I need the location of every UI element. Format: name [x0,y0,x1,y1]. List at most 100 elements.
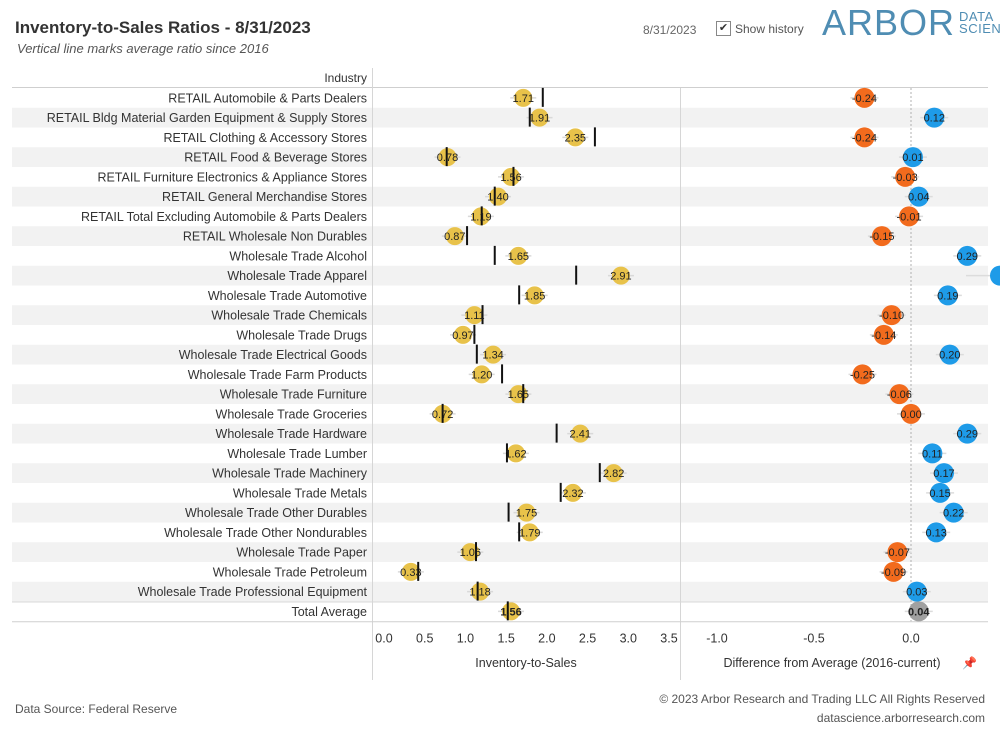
show-history-toggle[interactable]: ✔ Show history [716,21,804,36]
industry-label: Wholesale Trade Lumber [227,447,367,461]
x-tick-right: -1.0 [706,631,728,645]
ratio-dot [465,306,484,325]
ratio-dot [604,464,623,483]
ratio-label: 1.34 [482,350,503,362]
site-url[interactable]: datascience.arborresearch.com [816,711,985,725]
ratio-label: 0.78 [437,152,458,164]
ratio-label: 1.11 [464,310,485,322]
ratio-dot [445,227,464,246]
x-axis-title-right: Difference from Average (2016-current) [723,656,940,670]
row-band [12,147,988,167]
ratio-label: 1.71 [513,93,534,105]
logo-line2: SCIENCE [959,21,1000,36]
show-history-label: Show history [735,21,804,36]
diff-dot [881,305,902,326]
ratio-label: 1.79 [519,527,540,539]
industry-label: Wholesale Trade Alcohol [229,249,367,263]
diff-dot [883,561,904,582]
diff-dot [908,601,929,622]
x-tick-left: 1.0 [457,631,474,645]
ratio-dot [472,365,491,384]
arbor-logo: ARBOR DATA SCIENCE [822,2,1000,44]
diff-label: -0.24 [852,132,877,144]
diff-dot [852,364,873,385]
industry-label: Wholesale Trade Automotive [208,289,367,303]
diff-label: 0.11 [922,448,943,460]
diff-label: 0.04 [908,192,929,204]
diff-dot [895,166,916,187]
row-band [12,226,988,246]
ratio-dot [517,503,536,522]
diff-label: 0.15 [929,488,950,500]
industry-label: RETAIL General Merchandise Stores [162,190,367,204]
industry-label: Wholesale Trade Other Durables [185,506,367,520]
diff-dot [908,186,929,207]
checkbox-check-icon[interactable]: ✔ [716,21,731,36]
pin-icon[interactable]: 📌 [962,655,977,670]
diff-label: -0.06 [887,389,912,401]
ratio-dot [502,602,521,621]
ratio-dot [611,266,630,285]
industry-label: Wholesale Trade Petroleum [213,565,367,579]
ratio-label: 1.65 [508,251,529,263]
diff-dot [889,384,910,405]
diff-label: 0.03 [906,587,927,599]
ratio-label: 1.56 [500,606,521,618]
diff-label: -0.01 [897,211,922,223]
industry-label: Wholesale Trade Paper [236,546,367,560]
ratio-label: 2.32 [562,488,583,500]
diff-dot [887,542,908,563]
industry-label: RETAIL Wholesale Non Durables [183,230,367,244]
inventory-chart: Industry RETAIL Automobile & Parts Dealer… [12,68,1000,680]
ratio-label: 0.87 [444,231,465,243]
diff-label: 0.17 [933,468,954,480]
diff-label: -0.24 [852,93,877,105]
ratio-dot [530,108,549,127]
ratio-label: 1.18 [469,587,490,599]
diff-label: 0.29 [957,251,978,263]
industry-label: Wholesale Trade Electrical Goods [179,348,367,362]
ratio-dot [489,187,507,206]
diff-label: 0.22 [943,508,964,520]
industry-label: RETAIL Total Excluding Automobile & Part… [81,210,367,224]
ratio-label: 2.82 [603,468,624,480]
x-tick-left: 1.5 [497,631,514,645]
data-source: Data Source: Federal Reserve [15,702,178,716]
diff-dot [873,324,894,345]
diff-dot [901,403,921,424]
ratio-dot [401,562,420,581]
row-band [12,265,988,286]
industry-label: Wholesale Trade Metals [233,486,367,500]
ratio-dot [525,286,544,305]
logo-line1: DATA [959,9,994,24]
ratio-label: 1.91 [529,113,550,125]
diff-dot [957,245,978,266]
diff-dot [926,522,947,543]
diff-dot [924,107,945,128]
diff-label: -0.15 [869,231,894,243]
diff-dot [854,87,875,108]
x-tick-left: 2.5 [579,631,596,645]
diff-label: 0.00 [900,409,921,421]
x-tick-left: 3.0 [620,631,637,645]
x-tick-right: 0.0 [902,631,919,645]
ratio-dot [471,582,490,601]
as-of-date: 8/31/2023 [643,23,697,37]
diff-label: -0.10 [879,310,904,322]
x-tick-left: 0.0 [375,631,392,645]
x-tick-left: 0.5 [416,631,433,645]
page-title: Inventory-to-Sales Ratios - 8/31/2023 [15,18,311,37]
ratio-dot [502,167,521,186]
ratio-label: 1.06 [460,547,481,559]
diff-label: 0.19 [937,290,958,302]
copyright: © 2023 Arbor Research and Trading LLC Al… [659,692,985,706]
ratio-label: 2.35 [565,132,586,144]
row-band [12,502,988,523]
row-band [12,305,988,325]
industry-label: Wholesale Trade Chemicals [211,309,367,323]
diff-label: 0.12 [924,113,945,125]
ratio-dot [520,523,539,542]
ratio-label: 1.20 [471,369,492,381]
ratio-dot [509,246,528,265]
industry-label: Wholesale Trade Furniture [220,388,367,402]
